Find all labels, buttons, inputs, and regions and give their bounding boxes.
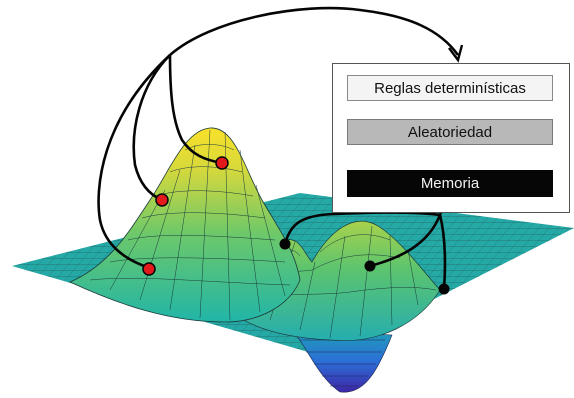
connector-top-arc: [169, 6, 460, 56]
memoria-label: Memoria: [420, 175, 480, 192]
black-markers: [279, 238, 450, 295]
black-point: [279, 238, 291, 250]
red-point: [155, 193, 169, 207]
black-point: [364, 260, 376, 272]
red-point: [142, 262, 156, 276]
arrow-head-icon: [448, 44, 464, 63]
reglas-deterministicas-label: Reglas determinísticas: [374, 79, 526, 97]
aleatoriedad-label: Aleatoriedad: [407, 123, 493, 141]
reglas-deterministicas-box: Reglas determinísticas: [347, 75, 553, 101]
connector-red-1: [168, 54, 223, 165]
connector-lines: [97, 6, 464, 290]
aleatoriedad-box: Aleatoriedad: [347, 119, 553, 145]
connector-red-3: [97, 54, 171, 270]
legend-panel: Reglas determinísticas Aleatoriedad Memo…: [332, 63, 570, 213]
connector-black-3: [438, 214, 447, 290]
connector-black-1: [283, 211, 441, 245]
red-point: [215, 156, 229, 170]
memoria-box: Memoria: [347, 170, 553, 197]
red-markers: [142, 156, 229, 276]
connector-red-2: [132, 54, 171, 202]
surface-main-peak: [69, 127, 301, 323]
black-point: [438, 283, 450, 295]
connector-black-2: [369, 214, 442, 268]
